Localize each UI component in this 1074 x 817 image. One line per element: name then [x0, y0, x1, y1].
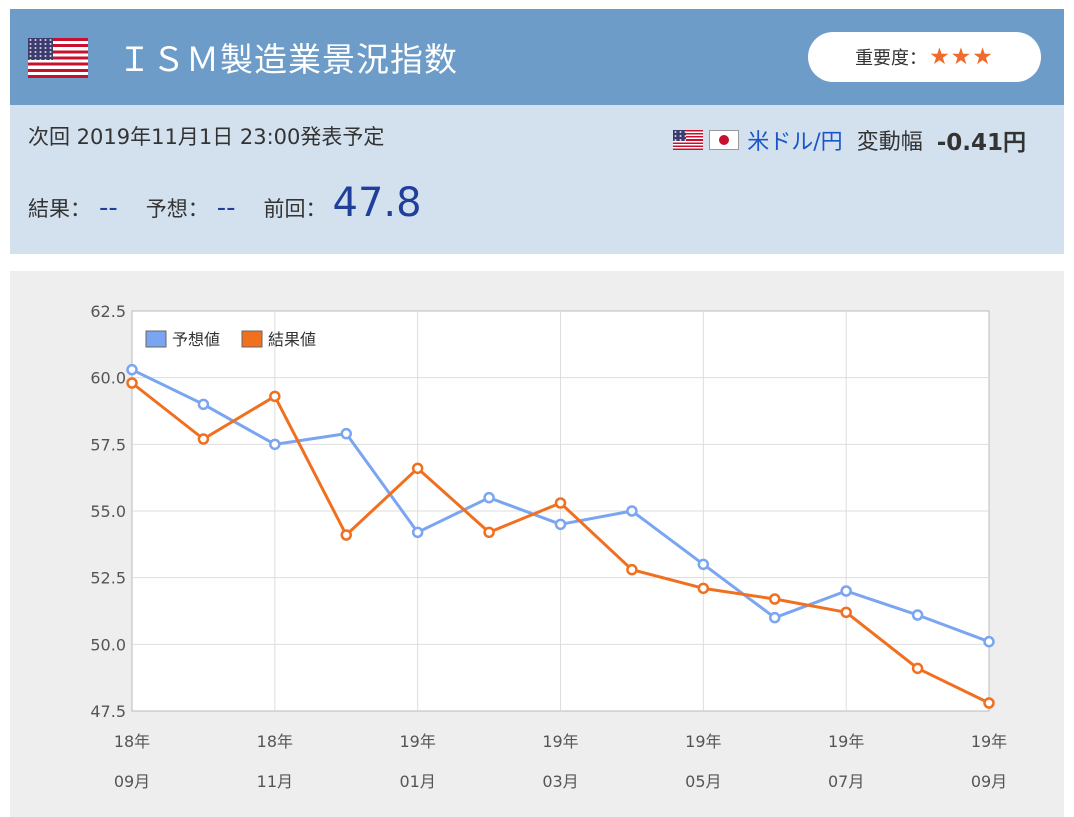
previous-value: 47.8: [332, 180, 422, 226]
data-point: [769, 593, 781, 605]
x-tick-year-label: 19年: [399, 732, 435, 751]
x-tick-month-label: 09月: [971, 772, 1007, 791]
us-flag-icon: [673, 130, 704, 150]
x-tick-month-label: 01月: [399, 772, 435, 791]
importance-badge: 重要度： ★★★: [808, 32, 1041, 82]
indicator-title: ＩＳＭ製造業景況指数: [118, 40, 458, 79]
data-point: [340, 529, 352, 541]
data-point: [626, 563, 638, 576]
y-tick-label: 55.0: [90, 502, 126, 521]
currency-pair-change: 米ドル/円 変動幅 -0.41円: [673, 123, 1026, 157]
x-tick-year-label: 18年: [257, 732, 293, 751]
data-point: [911, 609, 924, 621]
x-tick-year-label: 19年: [542, 732, 578, 751]
next-release-text: 次回 2019年11月1日 23:00発表予定: [28, 125, 385, 149]
data-point: [697, 582, 710, 595]
data-point: [126, 377, 138, 389]
chart-panel: 62.5 60.0 57.5 55.0 52.5 50.0 47.5 18年 09月 18年 11月…: [10, 271, 1064, 817]
x-tick-year-label: 19年: [971, 732, 1007, 751]
data-point: [269, 390, 281, 403]
data-point: [697, 558, 710, 571]
result-label: 結果：: [28, 197, 91, 221]
x-tick-month-label: 05月: [685, 772, 721, 791]
forecast-value: --: [216, 193, 236, 223]
jp-flag-icon: [709, 130, 740, 150]
y-tick-label: 60.0: [90, 369, 126, 388]
line-chart: 62.5 60.0 57.5 55.0 52.5 50.0 47.5 18年 09月 18年 11月…: [90, 302, 1007, 791]
data-point: [911, 662, 924, 675]
data-point: [840, 585, 852, 597]
data-point: [626, 505, 638, 517]
data-point: [983, 635, 995, 648]
legend-label: 予想値: [172, 330, 220, 349]
release-info: 次回 2019年11月1日 23:00発表予定 米ドル/円 変動幅 -0.41円…: [10, 105, 1064, 254]
us-flag-icon: [28, 38, 88, 78]
y-tick-label: 52.5: [90, 569, 126, 588]
importance-stars-icon: ★★★: [929, 44, 994, 70]
y-tick-label: 62.5: [90, 302, 126, 321]
currency-pair-link[interactable]: 米ドル/円: [747, 130, 843, 155]
forecast-label: 予想：: [145, 197, 209, 221]
previous-label: 前回：: [263, 197, 327, 221]
data-point: [126, 363, 138, 376]
data-point: [411, 526, 424, 539]
data-point: [769, 611, 781, 624]
legend-label: 結果値: [268, 330, 316, 349]
data-point: [483, 491, 495, 504]
change-value: -0.41円: [936, 130, 1026, 156]
data-point: [483, 526, 495, 539]
y-tick-label: 47.5: [90, 702, 126, 721]
change-label: 変動幅: [856, 130, 923, 155]
data-point: [554, 497, 567, 509]
x-tick-year-label: 19年: [828, 732, 864, 751]
x-tick-year-label: 19年: [685, 732, 721, 751]
data-point: [983, 697, 995, 709]
legend-swatch: [241, 330, 263, 348]
data-point: [340, 427, 352, 440]
release-values: 結果： -- 予想： -- 前回： 47.8: [28, 180, 422, 226]
x-tick-year-label: 18年: [114, 732, 150, 751]
legend-swatch: [145, 330, 167, 348]
y-tick-label: 57.5: [90, 435, 126, 454]
result-value: --: [99, 193, 118, 223]
data-point: [269, 438, 281, 451]
data-point: [411, 462, 424, 475]
x-tick-month-label: 11月: [257, 772, 293, 791]
data-point: [197, 433, 210, 445]
x-tick-month-label: 09月: [114, 772, 150, 791]
data-point: [840, 606, 852, 619]
y-tick-label: 50.0: [90, 635, 126, 654]
x-tick-month-label: 03月: [542, 772, 578, 791]
indicator-header: ＩＳＭ製造業景況指数 重要度： ★★★: [10, 9, 1064, 105]
data-point: [554, 518, 567, 531]
data-point: [197, 398, 210, 411]
importance-label: 重要度：: [855, 48, 928, 69]
x-tick-month-label: 07月: [828, 772, 864, 791]
